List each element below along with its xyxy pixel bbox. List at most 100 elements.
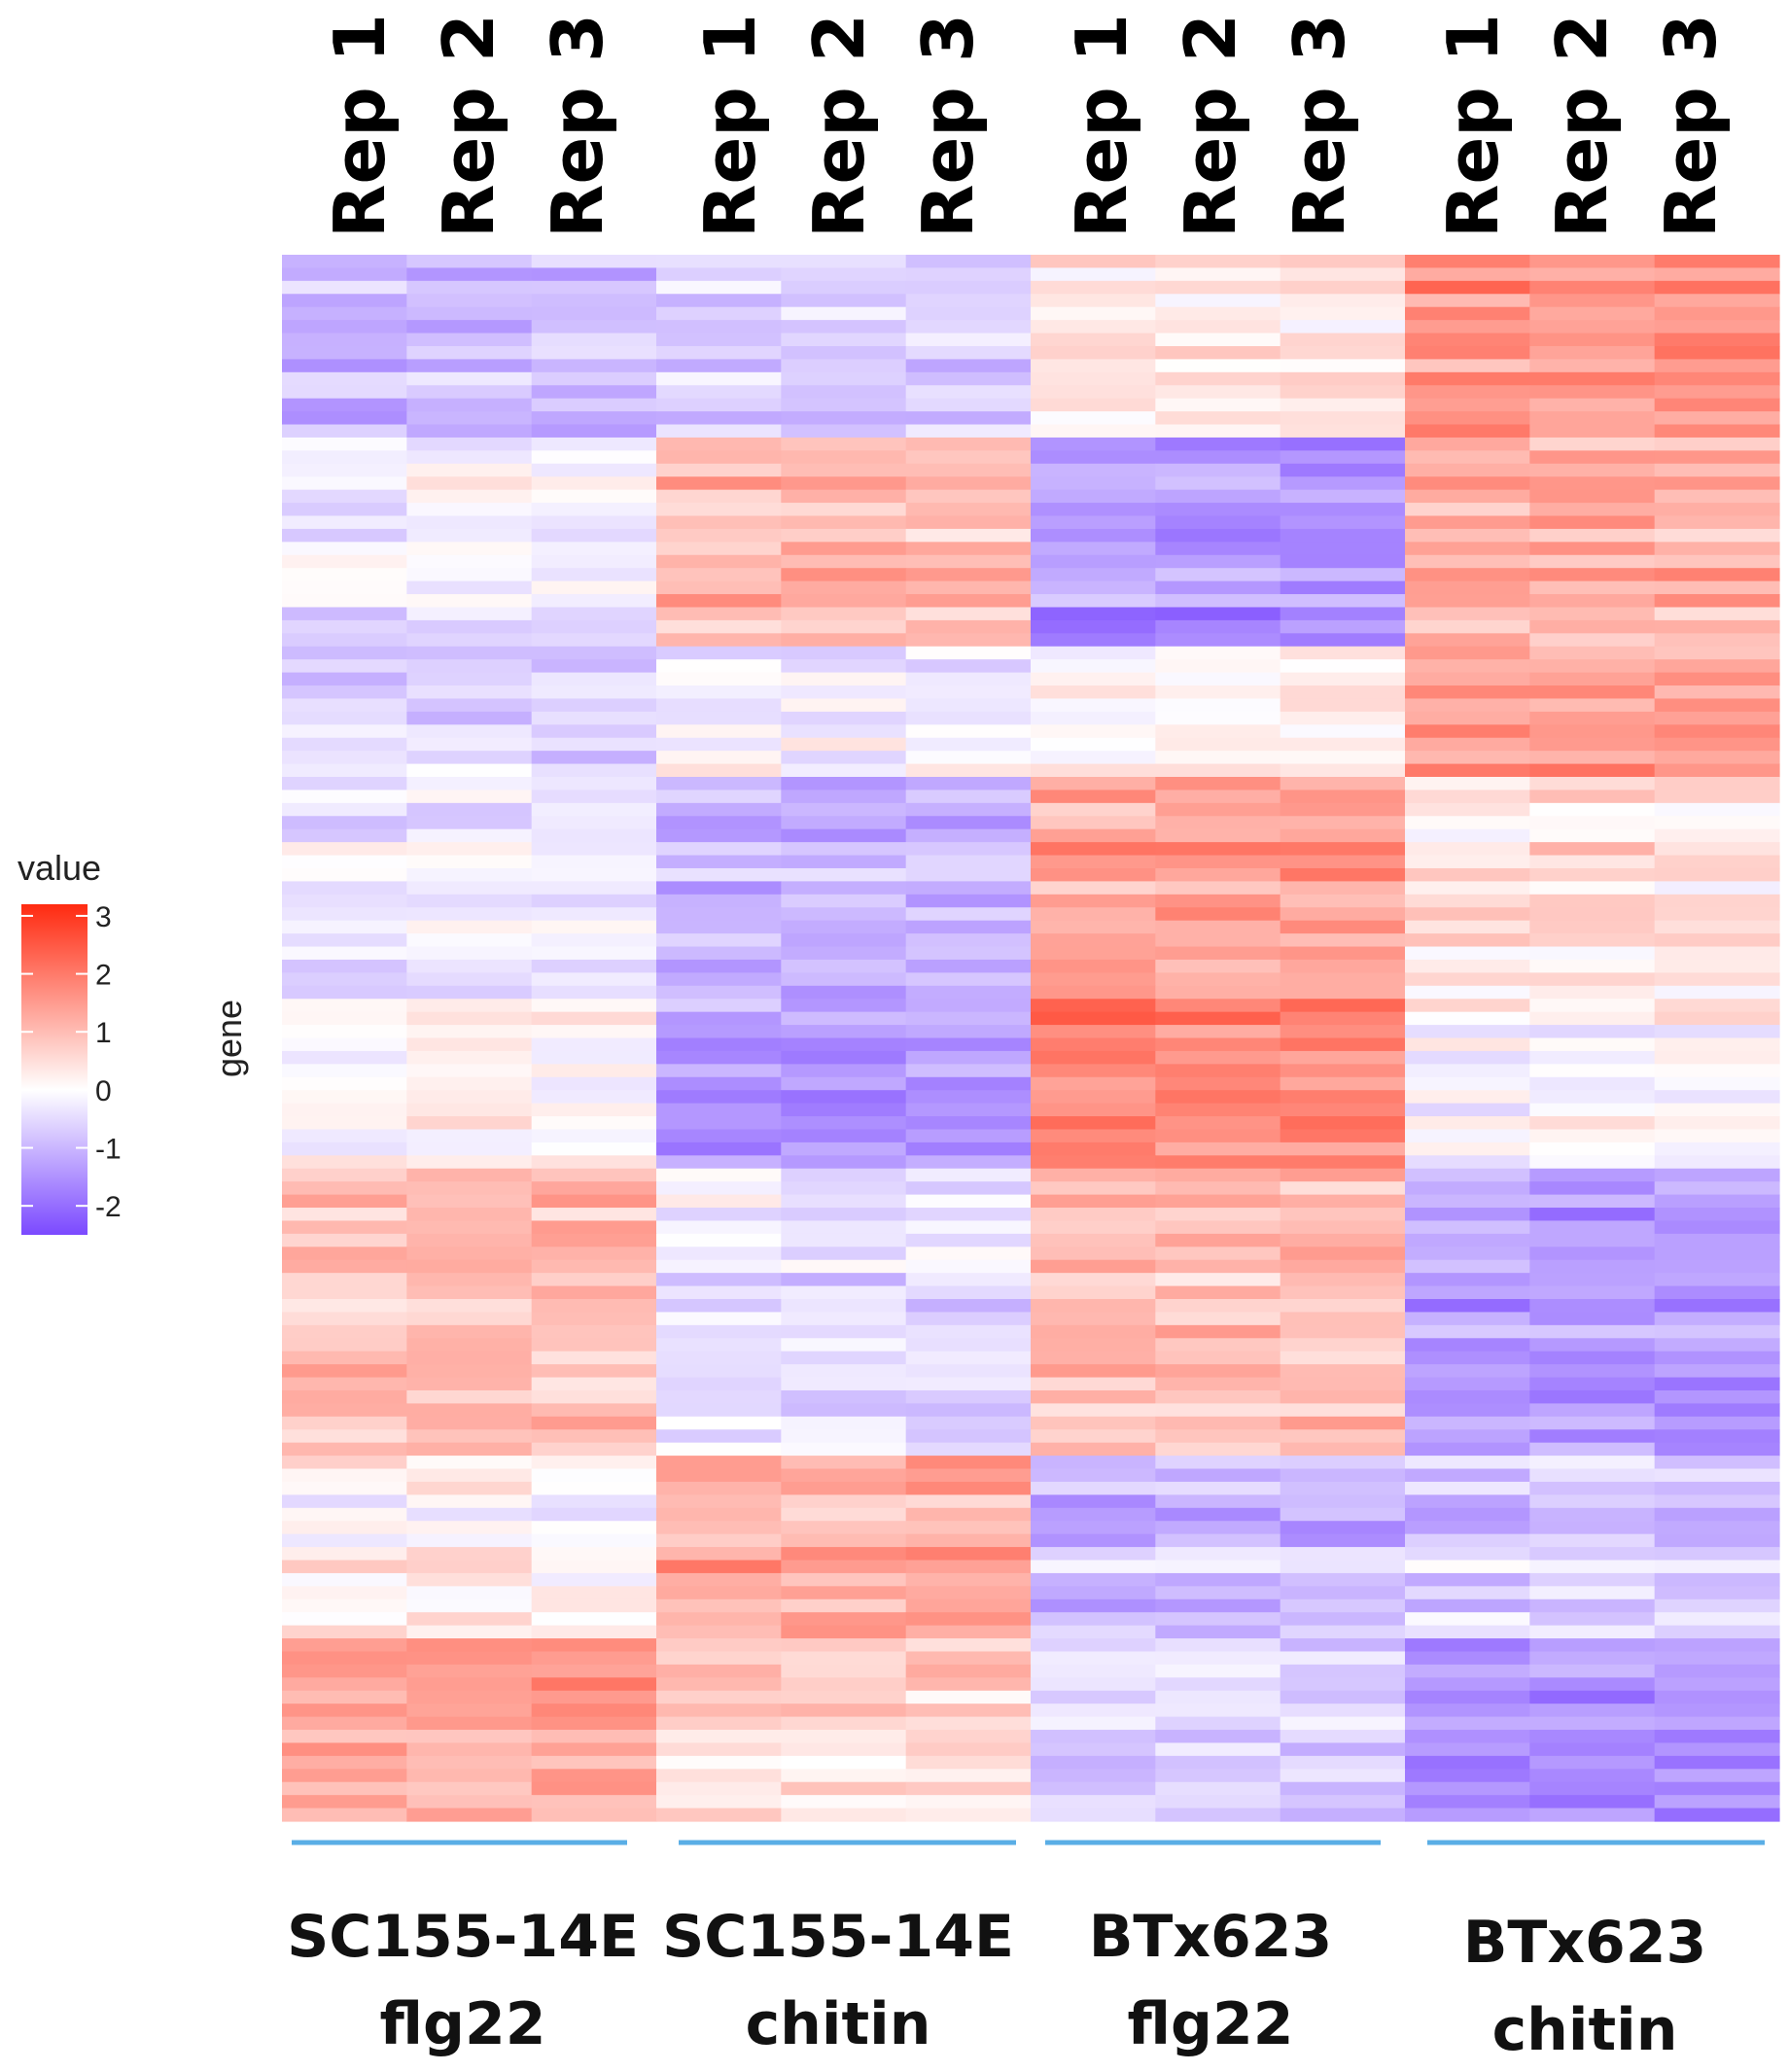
heatmap-cell [531, 1273, 657, 1287]
heatmap-cell [531, 1755, 657, 1770]
heatmap-cell [282, 633, 407, 648]
heatmap-cell [531, 985, 657, 1000]
heatmap-cell [781, 1521, 907, 1535]
heatmap-cell [1155, 1755, 1281, 1770]
heatmap-cell [1031, 294, 1156, 308]
heatmap-cell [656, 959, 782, 973]
heatmap-cell [1155, 1533, 1281, 1548]
heatmap-cell [1529, 1076, 1656, 1091]
heatmap-cell [1405, 972, 1530, 987]
heatmap-cell [1529, 1103, 1656, 1117]
heatmap-cell [282, 333, 407, 347]
heatmap-cell [905, 1481, 1032, 1495]
heatmap-cell [531, 920, 657, 934]
heatmap-cell [781, 333, 907, 347]
heatmap-cell [781, 1598, 907, 1613]
heatmap-cell [905, 1664, 1032, 1678]
heatmap-cell [1031, 1625, 1156, 1639]
heatmap-cell [406, 580, 533, 595]
heatmap-cell [531, 1037, 657, 1052]
heatmap-cell [1031, 1456, 1156, 1470]
heatmap-cell [905, 1273, 1032, 1287]
heatmap-cell [1031, 1247, 1156, 1261]
heatmap-cell [531, 1129, 657, 1143]
heatmap-cell [781, 1429, 907, 1444]
heatmap-cell [531, 1586, 657, 1600]
heatmap-cell [905, 1324, 1032, 1339]
heatmap-cell [1529, 1090, 1656, 1105]
heatmap-cell [905, 568, 1032, 582]
heatmap-cell [1405, 1808, 1530, 1822]
heatmap-cell [531, 1481, 657, 1495]
heatmap-cell [1529, 1403, 1656, 1418]
heatmap-cell [282, 907, 407, 922]
heatmap-cell [406, 867, 533, 883]
heatmap-cell [406, 607, 533, 621]
legend-color-bar [21, 904, 88, 1235]
heatmap-cell [1405, 1781, 1530, 1796]
heatmap-cell [282, 1521, 407, 1535]
heatmap-cell [1031, 894, 1156, 908]
heatmap-cell [1405, 724, 1530, 739]
heatmap-cell [1405, 1403, 1530, 1418]
heatmap-cell [531, 1547, 657, 1562]
heatmap-cell [1155, 855, 1281, 869]
heatmap-cell [1405, 1456, 1530, 1470]
heatmap-cell [1654, 1481, 1780, 1495]
heatmap-cell [531, 294, 657, 308]
heatmap-cell [1155, 711, 1281, 725]
heatmap-cell [1405, 1625, 1530, 1639]
heatmap-cell [1529, 255, 1656, 269]
heatmap-cell [282, 959, 407, 973]
heatmap-cell [531, 1572, 657, 1587]
heatmap-cell [1280, 777, 1406, 791]
heatmap-cell [1280, 385, 1406, 400]
heatmap-cell [1529, 398, 1656, 412]
heatmap-cell [1405, 1755, 1530, 1770]
heatmap-cell [1155, 345, 1281, 361]
heatmap-cell [1031, 542, 1156, 556]
heatmap-cell [1031, 972, 1156, 987]
heatmap-cell [406, 1703, 533, 1718]
heatmap-cell [1031, 802, 1156, 817]
heatmap-cell [1529, 1612, 1656, 1627]
heatmap-cell [1405, 580, 1530, 595]
heatmap-cell [1031, 777, 1156, 791]
heatmap-cell [1280, 1533, 1406, 1548]
heatmap-cell [282, 1389, 407, 1405]
heatmap-cell [406, 1064, 533, 1078]
heatmap-cell [1155, 1769, 1281, 1783]
heatmap-cell [282, 1769, 407, 1783]
heatmap-cell [1031, 1638, 1156, 1653]
heatmap-cell [1405, 1494, 1530, 1509]
heatmap-cell [1654, 828, 1780, 843]
heatmap-cell [1405, 424, 1530, 439]
heatmap-cell [1031, 1690, 1156, 1704]
heatmap-cell [1654, 1273, 1780, 1287]
heatmap-cell [1031, 371, 1156, 386]
heatmap-cell [406, 1351, 533, 1365]
heatmap-cell [1654, 881, 1780, 896]
heatmap-cell [282, 1651, 407, 1666]
heatmap-cell [905, 1141, 1032, 1156]
heatmap-cell [905, 1586, 1032, 1600]
heatmap-cell [781, 411, 907, 426]
heatmap-cell [1155, 1050, 1281, 1065]
heatmap-cell [656, 777, 782, 791]
heatmap-cell [656, 972, 782, 987]
heatmap-cell [531, 528, 657, 543]
heatmap-cell [1529, 424, 1656, 439]
heatmap-cell [1155, 1299, 1281, 1314]
legend-ticks: 3 2 1 0 -1 -2 [21, 901, 122, 1223]
heatmap-cell [1529, 1521, 1656, 1535]
heatmap-cell [282, 1312, 407, 1326]
heatmap-cell [1654, 816, 1780, 830]
heatmap-cell [781, 385, 907, 400]
heatmap-cell [282, 1586, 407, 1600]
heatmap-cell [1654, 1494, 1780, 1509]
heatmap-cell [531, 306, 657, 321]
heatmap-cell [656, 711, 782, 725]
heatmap-cell [1155, 1416, 1281, 1430]
heatmap-cell [1654, 959, 1780, 973]
heatmap-cell [1654, 1050, 1780, 1065]
